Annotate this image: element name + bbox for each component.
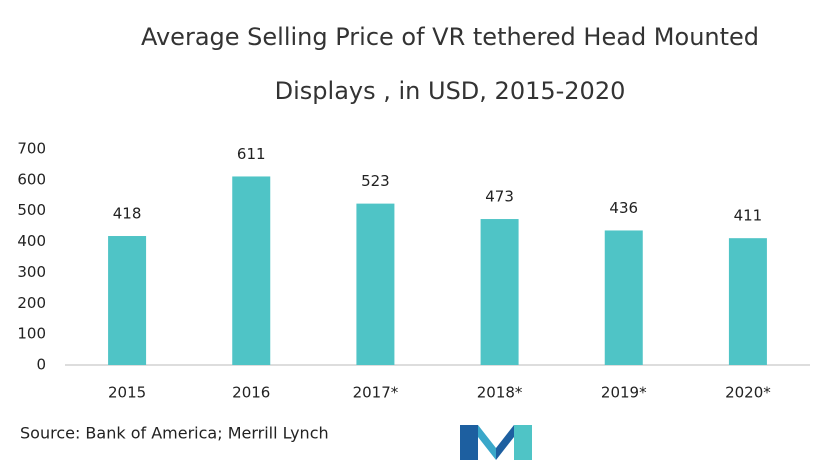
y-tick-label: 700 bbox=[17, 140, 46, 158]
data-label: 411 bbox=[734, 207, 763, 225]
x-tick-label: 2015 bbox=[108, 384, 146, 402]
y-tick-label: 100 bbox=[17, 325, 46, 343]
x-tick-label: 2020* bbox=[725, 384, 771, 402]
y-tick-label: 400 bbox=[17, 232, 46, 250]
x-tick-label: 2019* bbox=[601, 384, 647, 402]
bar bbox=[108, 236, 147, 365]
data-label: 436 bbox=[609, 199, 638, 217]
data-label: 611 bbox=[237, 145, 266, 163]
x-tick-label: 2017* bbox=[353, 384, 399, 402]
bar bbox=[232, 176, 271, 365]
y-tick-label: 200 bbox=[17, 294, 46, 312]
x-tick-label: 2018* bbox=[477, 384, 523, 402]
data-label: 523 bbox=[361, 172, 390, 190]
y-tick-label: 600 bbox=[17, 170, 46, 188]
bar bbox=[604, 230, 643, 365]
bar bbox=[356, 203, 395, 365]
data-label: 473 bbox=[485, 188, 514, 206]
y-tick-label: 500 bbox=[17, 201, 46, 219]
chart-title: Displays , in USD, 2015-2020 bbox=[275, 77, 626, 105]
x-tick-label: 2016 bbox=[232, 384, 270, 402]
bar bbox=[728, 238, 767, 365]
y-tick-label: 300 bbox=[17, 263, 46, 281]
data-label: 418 bbox=[113, 205, 142, 223]
logo bbox=[460, 425, 532, 460]
y-tick-label: 0 bbox=[36, 356, 46, 374]
bar bbox=[480, 219, 519, 365]
chart-title: Average Selling Price of VR tethered Hea… bbox=[141, 23, 759, 51]
source: Source: Bank of America; Merrill Lynch bbox=[20, 424, 329, 443]
